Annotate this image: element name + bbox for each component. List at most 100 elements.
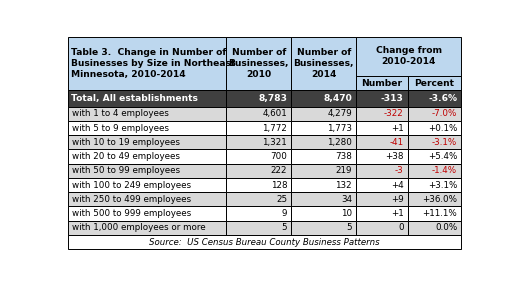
Text: 0.0%: 0.0% bbox=[435, 223, 457, 232]
Text: 1,773: 1,773 bbox=[327, 124, 352, 133]
Text: with 100 to 249 employees: with 100 to 249 employees bbox=[72, 180, 191, 189]
Text: +1: +1 bbox=[391, 209, 404, 218]
Bar bbox=[68, 107, 227, 121]
Bar bbox=[408, 164, 461, 178]
Text: Total, All establishments: Total, All establishments bbox=[71, 94, 198, 103]
Text: -3.1%: -3.1% bbox=[432, 138, 457, 147]
Bar bbox=[227, 192, 291, 206]
Bar bbox=[356, 164, 408, 178]
Bar bbox=[291, 90, 356, 107]
Text: -322: -322 bbox=[384, 109, 404, 118]
Bar bbox=[408, 121, 461, 135]
Text: 5: 5 bbox=[282, 223, 287, 232]
Bar bbox=[291, 135, 356, 149]
Text: 219: 219 bbox=[335, 166, 352, 175]
Text: with 250 to 499 employees: with 250 to 499 employees bbox=[72, 195, 191, 204]
Text: -313: -313 bbox=[381, 94, 404, 103]
Bar bbox=[356, 192, 408, 206]
Bar bbox=[68, 221, 227, 235]
Bar bbox=[408, 206, 461, 221]
Bar bbox=[227, 178, 291, 192]
Bar bbox=[408, 149, 461, 164]
Bar bbox=[408, 135, 461, 149]
Text: 132: 132 bbox=[335, 180, 352, 189]
Bar bbox=[291, 149, 356, 164]
Text: +0.1%: +0.1% bbox=[428, 124, 457, 133]
Bar bbox=[408, 221, 461, 235]
Bar bbox=[227, 121, 291, 135]
Bar bbox=[291, 37, 356, 90]
Bar bbox=[68, 135, 227, 149]
Bar bbox=[291, 107, 356, 121]
Text: -7.0%: -7.0% bbox=[432, 109, 457, 118]
Bar bbox=[408, 107, 461, 121]
Bar bbox=[408, 76, 461, 90]
Text: -3.6%: -3.6% bbox=[428, 94, 457, 103]
Text: 0: 0 bbox=[398, 223, 404, 232]
Text: Table 3.  Change in Number of
Businesses by Size in Northeast
Minnesota, 2010-20: Table 3. Change in Number of Businesses … bbox=[71, 48, 235, 79]
Bar bbox=[356, 76, 408, 90]
Bar bbox=[227, 37, 291, 90]
Text: 10: 10 bbox=[341, 209, 352, 218]
Bar bbox=[227, 107, 291, 121]
Bar bbox=[356, 149, 408, 164]
Text: Number of
Businesses,
2010: Number of Businesses, 2010 bbox=[229, 48, 289, 79]
Text: 738: 738 bbox=[335, 152, 352, 161]
Text: 222: 222 bbox=[271, 166, 287, 175]
Text: 5: 5 bbox=[346, 223, 352, 232]
Bar bbox=[356, 178, 408, 192]
Bar bbox=[408, 192, 461, 206]
Bar bbox=[227, 164, 291, 178]
Text: Source:  US Census Bureau County Business Patterns: Source: US Census Bureau County Business… bbox=[149, 238, 380, 247]
Text: +5.4%: +5.4% bbox=[428, 152, 457, 161]
Bar bbox=[227, 90, 291, 107]
Bar bbox=[356, 121, 408, 135]
Text: +38: +38 bbox=[385, 152, 404, 161]
Text: 700: 700 bbox=[270, 152, 287, 161]
Bar bbox=[408, 178, 461, 192]
Text: Number: Number bbox=[361, 79, 402, 88]
Text: +1: +1 bbox=[391, 124, 404, 133]
Bar bbox=[227, 206, 291, 221]
Text: 128: 128 bbox=[271, 180, 287, 189]
Bar bbox=[68, 192, 227, 206]
Text: 4,601: 4,601 bbox=[263, 109, 287, 118]
Text: +36.0%: +36.0% bbox=[422, 195, 457, 204]
Text: 1,321: 1,321 bbox=[263, 138, 287, 147]
Text: +9: +9 bbox=[391, 195, 404, 204]
Bar bbox=[291, 206, 356, 221]
Text: 8,783: 8,783 bbox=[259, 94, 287, 103]
Text: with 10 to 19 employees: with 10 to 19 employees bbox=[72, 138, 181, 147]
Bar bbox=[227, 149, 291, 164]
Text: with 1,000 employees or more: with 1,000 employees or more bbox=[72, 223, 206, 232]
Bar bbox=[356, 221, 408, 235]
Bar bbox=[291, 221, 356, 235]
Text: 9: 9 bbox=[282, 209, 287, 218]
Text: +11.1%: +11.1% bbox=[423, 209, 457, 218]
Bar bbox=[68, 235, 461, 249]
Text: with 500 to 999 employees: with 500 to 999 employees bbox=[72, 209, 192, 218]
Bar bbox=[291, 121, 356, 135]
Text: -1.4%: -1.4% bbox=[432, 166, 457, 175]
Text: Percent: Percent bbox=[414, 79, 455, 88]
Bar bbox=[356, 37, 461, 76]
Text: 1,280: 1,280 bbox=[327, 138, 352, 147]
Text: 34: 34 bbox=[341, 195, 352, 204]
Bar bbox=[356, 206, 408, 221]
Text: Change from
2010-2014: Change from 2010-2014 bbox=[376, 46, 442, 66]
Bar bbox=[356, 90, 408, 107]
Text: -3: -3 bbox=[395, 166, 404, 175]
Text: +3.1%: +3.1% bbox=[428, 180, 457, 189]
Bar bbox=[408, 90, 461, 107]
Bar bbox=[68, 37, 227, 90]
Text: with 5 to 9 employees: with 5 to 9 employees bbox=[72, 124, 169, 133]
Bar bbox=[68, 149, 227, 164]
Bar bbox=[68, 206, 227, 221]
Text: 25: 25 bbox=[276, 195, 287, 204]
Text: -41: -41 bbox=[390, 138, 404, 147]
Bar bbox=[68, 90, 227, 107]
Text: 8,470: 8,470 bbox=[323, 94, 352, 103]
Bar bbox=[227, 135, 291, 149]
Text: with 20 to 49 employees: with 20 to 49 employees bbox=[72, 152, 181, 161]
Text: 4,279: 4,279 bbox=[327, 109, 352, 118]
